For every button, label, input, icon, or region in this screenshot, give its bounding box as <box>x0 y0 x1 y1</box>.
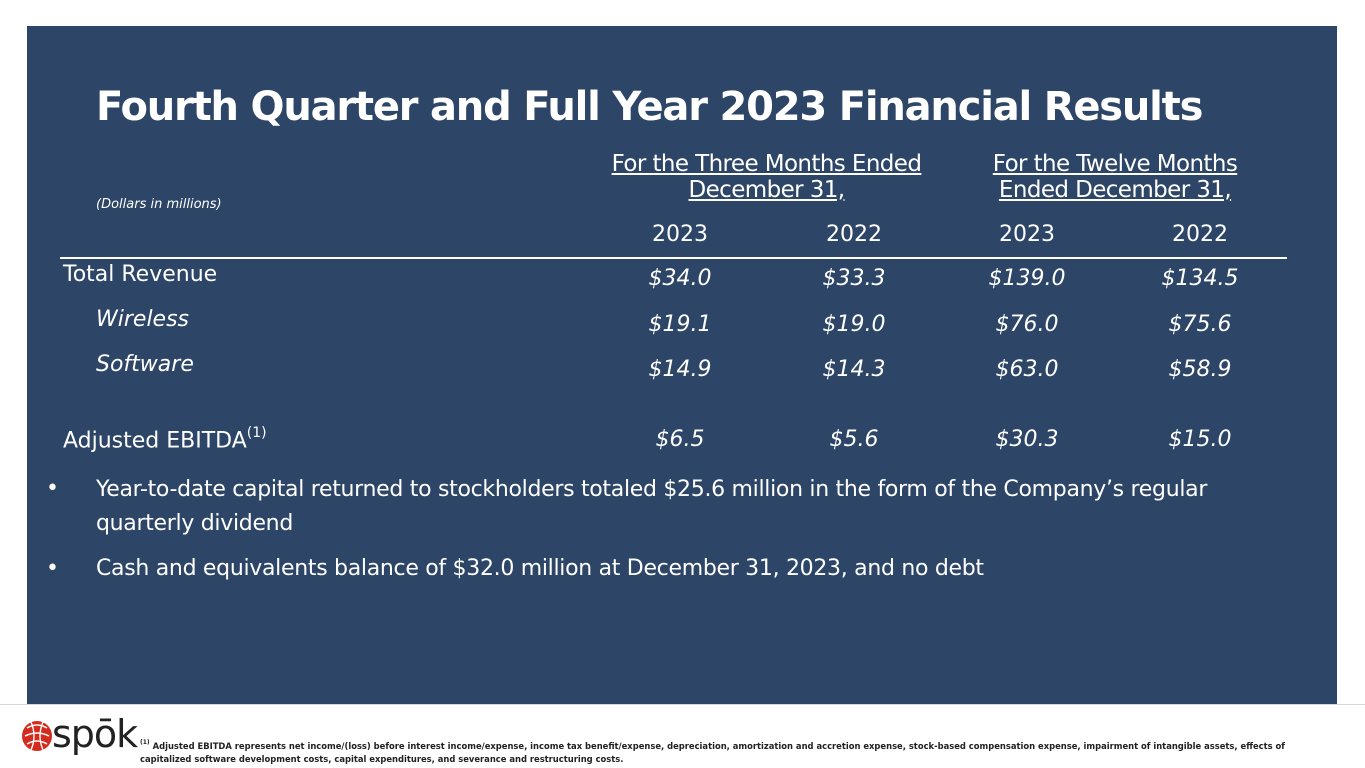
footnote-text: Adjusted EBITDA represents net income/(l… <box>140 740 1285 764</box>
table-cell: $33.3 <box>822 266 886 291</box>
column-group-header-twelve-months: For the Twelve Months Ended December 31, <box>965 151 1265 203</box>
bullet-symbol: • <box>46 476 59 501</box>
spok-logo-icon <box>22 721 52 751</box>
column-group-header-line2: December 31, <box>688 177 846 203</box>
table-cell: $75.6 <box>1168 312 1232 337</box>
footer-divider <box>0 704 1365 705</box>
year-header: 2023 <box>652 222 708 247</box>
row-label-wireless: Wireless <box>96 307 190 332</box>
table-cell: $34.0 <box>648 266 712 291</box>
column-group-header-line2: Ended December 31, <box>998 177 1232 203</box>
table-cell: $14.3 <box>822 357 886 382</box>
footnote-marker: (1) <box>140 739 150 746</box>
table-cell: $19.1 <box>648 312 712 337</box>
table-cell: $14.9 <box>648 357 712 382</box>
year-header: 2022 <box>1172 222 1228 247</box>
table-cell: $5.6 <box>829 427 879 452</box>
page-title: Fourth Quarter and Full Year 2023 Financ… <box>96 84 1203 130</box>
year-header: 2023 <box>999 222 1055 247</box>
slide-panel <box>27 26 1337 704</box>
year-header: 2022 <box>826 222 882 247</box>
table-cell: $6.5 <box>655 427 705 452</box>
column-group-header-line1: For the Twelve Months <box>992 151 1238 177</box>
column-group-header-three-months: For the Three Months Ended December 31, <box>590 151 943 203</box>
table-cell: $58.9 <box>1168 357 1232 382</box>
row-label-text: Adjusted EBITDA <box>63 428 247 454</box>
table-cell: $15.0 <box>1168 427 1232 452</box>
bullet-symbol: • <box>46 556 59 581</box>
table-cell: $63.0 <box>995 357 1059 382</box>
table-header-rule <box>60 257 1287 259</box>
table-cell: $134.5 <box>1161 266 1239 291</box>
footnote-ref: (1) <box>246 425 267 441</box>
column-group-header-line1: For the Three Months Ended <box>611 151 922 177</box>
row-label-software: Software <box>96 352 194 377</box>
footnote: (1) Adjusted EBITDA represents net incom… <box>140 737 1305 766</box>
logo-wordmark: spōk <box>52 712 138 756</box>
table-cell: $19.0 <box>822 312 886 337</box>
table-cell: $30.3 <box>995 427 1059 452</box>
bullet-item: Cash and equivalents balance of $32.0 mi… <box>96 556 984 581</box>
row-label-total-revenue: Total Revenue <box>63 262 218 287</box>
bullet-item: Year-to-date capital returned to stockho… <box>96 477 1208 536</box>
row-label-adjusted-ebitda: Adjusted EBITDA(1) <box>63 425 267 454</box>
table-cell: $76.0 <box>995 312 1059 337</box>
units-note: (Dollars in millions) <box>96 197 222 212</box>
table-cell: $139.0 <box>988 266 1066 291</box>
